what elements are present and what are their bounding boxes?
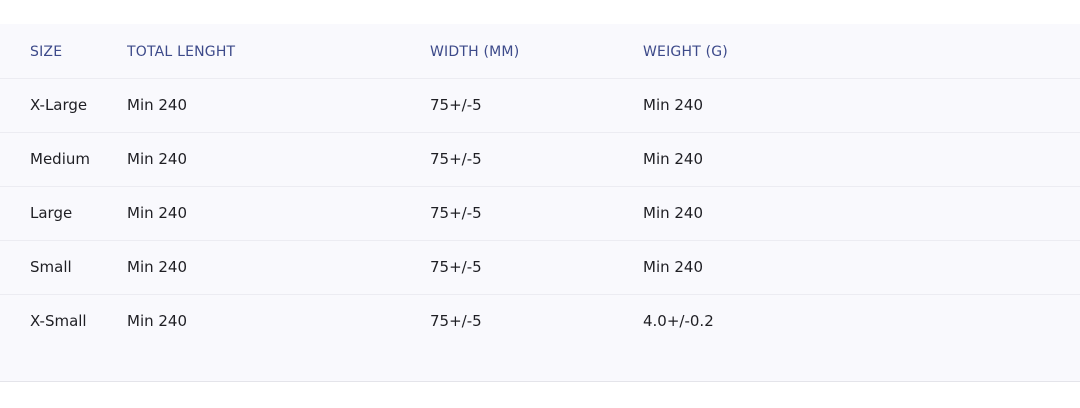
cell-width: 75+/-5 [430, 312, 482, 331]
cell-weight: Min 240 [643, 258, 704, 276]
cell-size: Small [30, 258, 72, 276]
cell-total-length: Min 240 [127, 150, 188, 168]
cell-weight: Min 240 [643, 150, 704, 168]
cell-weight: Min 240 [643, 204, 704, 222]
column-header-size: SIZE [30, 43, 63, 60]
size-chart-panel: SIZE TOTAL LENGHT WIDTH (MM) WEIGHT (G) … [0, 24, 1080, 382]
cell-total-length: Min 240 [127, 96, 188, 114]
cell-total-length: Min 240 [127, 204, 188, 222]
column-header-width: WIDTH (MM) [430, 43, 520, 60]
column-header-weight: WEIGHT (G) [643, 43, 728, 60]
table-row: X-Large Min 240 75+/-5 Min 240 [0, 78, 1080, 132]
table-row: Large Min 240 75+/-5 Min 240 [0, 186, 1080, 240]
cell-width: 75+/-5 [430, 96, 482, 114]
cell-weight: 4.0+/-0.2 [643, 312, 714, 331]
table-row: Medium Min 240 75+/-5 Min 240 [0, 132, 1080, 186]
table-row: X-Small Min 240 75+/-5 4.0+/-0.2 [0, 294, 1080, 348]
cell-total-length: Min 240 [127, 312, 188, 331]
cell-total-length: Min 240 [127, 258, 188, 276]
cell-width: 75+/-5 [430, 204, 482, 222]
cell-width: 75+/-5 [430, 258, 482, 276]
table-row: Small Min 240 75+/-5 Min 240 [0, 240, 1080, 294]
column-header-total-length: TOTAL LENGHT [127, 43, 236, 60]
cell-width: 75+/-5 [430, 150, 482, 168]
cell-size: X-Large [30, 96, 88, 114]
size-chart-table: SIZE TOTAL LENGHT WIDTH (MM) WEIGHT (G) … [0, 24, 1080, 348]
table-header-row: SIZE TOTAL LENGHT WIDTH (MM) WEIGHT (G) [0, 24, 1080, 78]
cell-size: Large [30, 204, 73, 222]
cell-size: X-Small [30, 312, 87, 331]
cell-weight: Min 240 [643, 96, 704, 114]
cell-size: Medium [30, 150, 90, 168]
